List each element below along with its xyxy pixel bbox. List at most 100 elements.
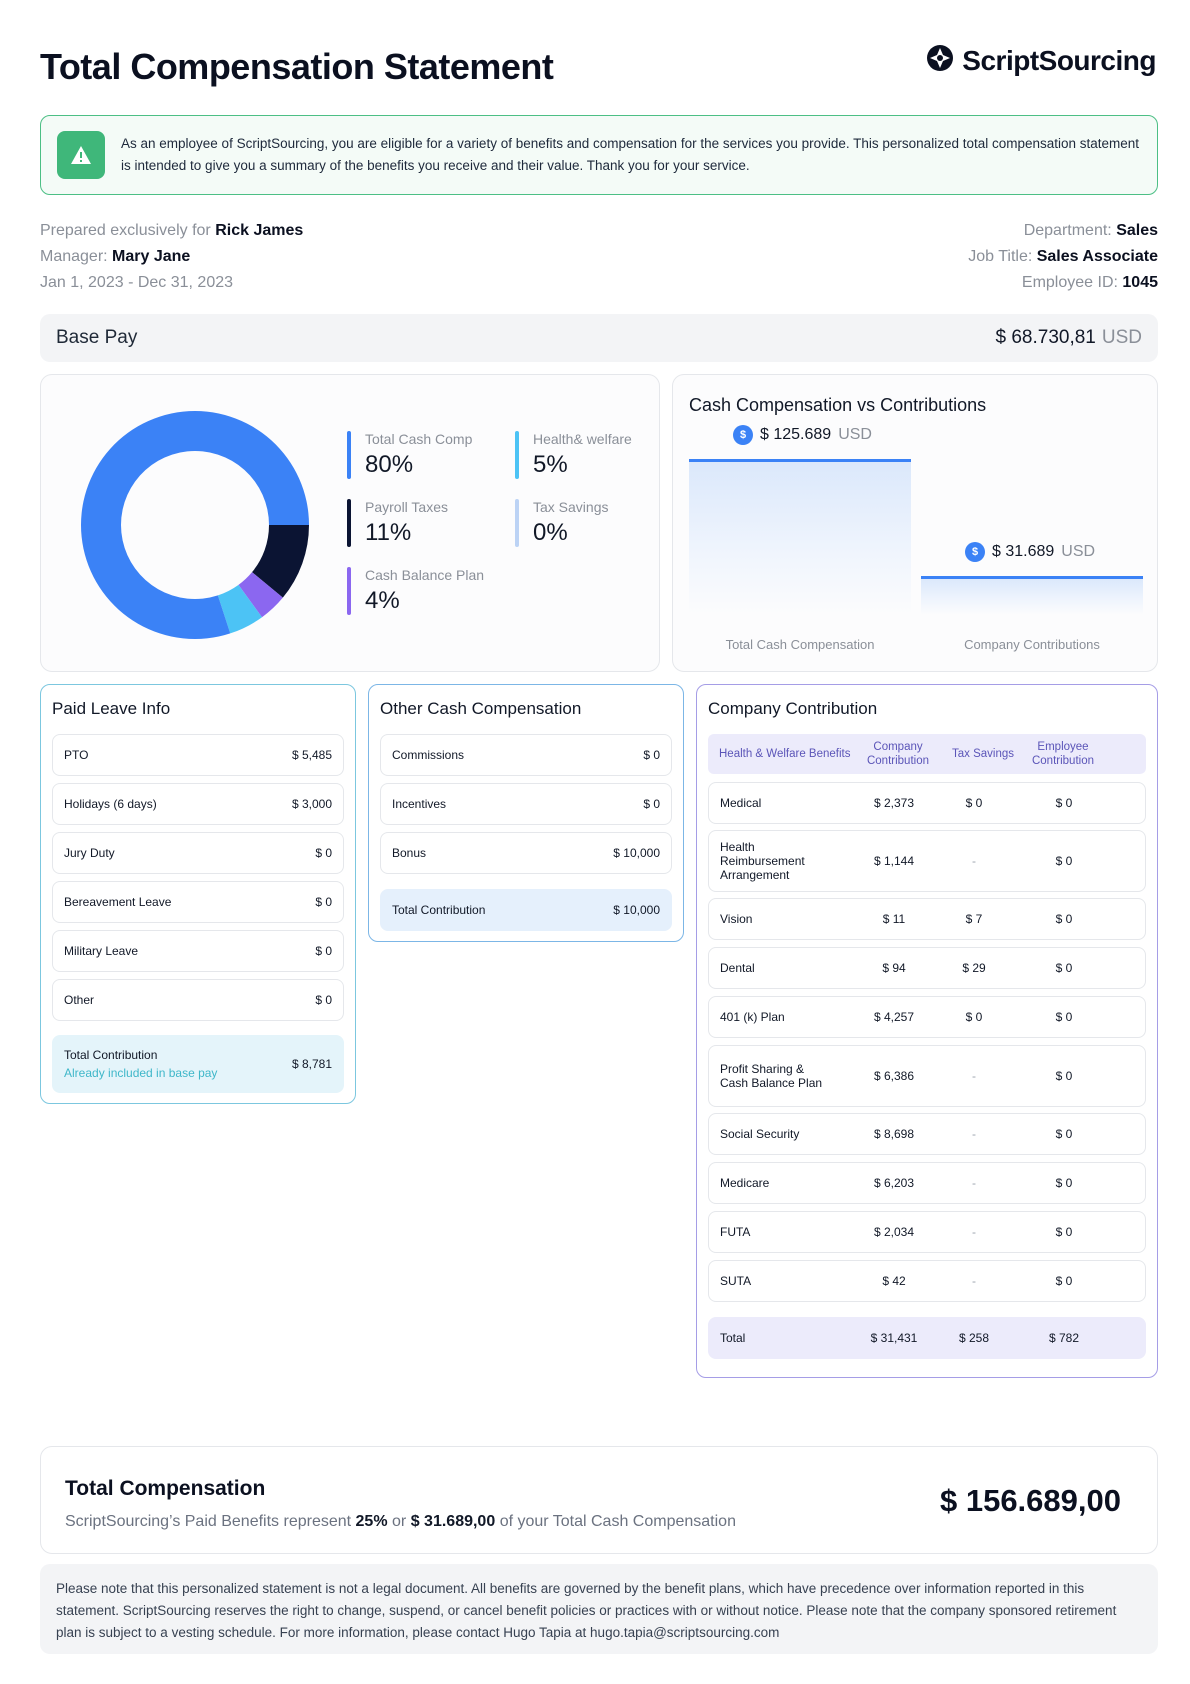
table-row: Bonus $ 10,000 <box>380 832 672 874</box>
total-label: Total Contribution <box>64 1048 158 1062</box>
legend-label: Payroll Taxes <box>365 499 449 515</box>
column-header: Employee Contribution <box>1031 741 1094 767</box>
row-value: $ 5,485 <box>291 748 332 762</box>
company-contribution-value: $ 6,386 <box>873 1069 915 1083</box>
legend-swatch <box>515 431 519 479</box>
tax-savings-total: $ 258 <box>958 1331 990 1345</box>
legend-value: 5% <box>533 451 568 478</box>
bar-value-label: $ $ 31.689 USD <box>965 542 1095 562</box>
employee-contribution-value: $ 0 <box>1055 1069 1073 1083</box>
tax-savings-value: - <box>972 1274 976 1288</box>
notice-text: As an employee of ScriptSourcing, you ar… <box>121 136 1140 173</box>
other-cash-card: Other Cash Compensation Commissions $ 0 I… <box>368 684 684 942</box>
legend-value: 11% <box>365 519 412 546</box>
total-label-group: Total Contribution Already included in ba… <box>64 1048 217 1080</box>
employee-contribution-value: $ 0 <box>1055 1225 1073 1239</box>
warning-icon <box>57 131 105 179</box>
tax-savings-value: - <box>972 1225 976 1239</box>
bar-value-currency: USD <box>838 426 872 443</box>
base-pay-amount: $ 68.730,81 <box>995 327 1096 348</box>
total-note: Already included in base pay <box>64 1066 218 1080</box>
base-pay-currency: USD <box>1101 327 1142 348</box>
contribution-total-row: Total $ 31,431 $ 258 $ 782 <box>708 1317 1146 1359</box>
row-value: $ 0 <box>315 993 332 1007</box>
table-row: Profit Sharing & Cash Balance Plan $ 6,3… <box>708 1045 1146 1107</box>
cash-vs-contributions-card: Cash Compensation vs Contributions $ $ 12… <box>672 374 1158 672</box>
total-compensation-title: Total Compensation <box>65 1477 266 1500</box>
paid-leave-title: Paid Leave Info <box>52 699 171 718</box>
legend-label: Tax Savings <box>533 499 609 515</box>
company-contribution-total: $ 31,431 <box>870 1331 918 1345</box>
company-contribution-value: $ 2,373 <box>873 796 915 810</box>
manager-label: Manager: <box>40 248 108 265</box>
summary-or: or <box>392 1513 407 1530</box>
legend-swatch <box>347 431 351 479</box>
table-row: Dental $ 94 $ 29 $ 0 <box>708 947 1146 989</box>
legend-label: Health& welfare <box>533 431 632 447</box>
total-value: $ 8,781 <box>291 1057 332 1071</box>
employee-contribution-value: $ 0 <box>1055 854 1073 868</box>
table-row: Military Leave $ 0 <box>52 930 344 972</box>
x-tick-label: Company Contributions <box>964 637 1100 652</box>
table-row: Medicare $ 6,203 - $ 0 <box>708 1162 1146 1204</box>
bar-value-currency: USD <box>1061 543 1096 560</box>
table-row: SUTA $ 42 - $ 0 <box>708 1260 1146 1302</box>
scriptsourcing-logo-icon <box>926 44 954 77</box>
employee-id-value: 1045 <box>1122 274 1158 291</box>
eligibility-notice: As an employee of ScriptSourcing, you ar… <box>40 115 1158 195</box>
legend-swatch <box>347 567 351 615</box>
table-row: Social Security $ 8,698 - $ 0 <box>708 1113 1146 1155</box>
donut-slice-total-cash-comp <box>81 411 309 639</box>
table-row: Other $ 0 <box>52 979 344 1021</box>
x-tick-label: Total Cash Compensation <box>725 637 875 652</box>
summary-suffix: of your Total Cash Compensation <box>499 1513 736 1530</box>
table-row: Vision $ 11 $ 7 $ 0 <box>708 898 1146 940</box>
company-contribution-value: $ 1,144 <box>873 854 915 868</box>
benefit-name: FUTA <box>720 1225 751 1239</box>
base-pay-label: Base Pay <box>56 327 138 348</box>
other-cash-total-row: Total Contribution $ 10,000 <box>380 889 672 931</box>
table-row: FUTA $ 2,034 - $ 0 <box>708 1211 1146 1253</box>
benefits-amount: $ 31.689,00 <box>410 1513 496 1530</box>
benefit-name: 401 (k) Plan <box>720 1010 785 1024</box>
row-label: Bonus <box>392 846 427 860</box>
base-pay-bar: Base Pay $ 68.730,81 USD <box>40 314 1158 362</box>
legend-value: 4% <box>365 587 400 614</box>
benefit-name: SUTA <box>720 1274 752 1288</box>
tax-savings-value: $ 0 <box>965 796 983 810</box>
base-pay-value: $ 68.730,81 USD <box>996 327 1143 349</box>
page-title: Total Compensation Statement <box>40 46 554 87</box>
row-label: Holidays (6 days) <box>64 797 157 811</box>
legend-swatch <box>515 499 519 547</box>
column-header: Health & Welfare Benefits <box>719 748 851 760</box>
contribution-table-header: Health & Welfare Benefits Company Contri… <box>708 734 1146 774</box>
total-value: $ 10,000 <box>613 903 660 917</box>
logo-text: ScriptSourcing <box>962 44 1156 76</box>
bar-company-contributions <box>921 576 1143 615</box>
row-value: $ 0 <box>315 846 332 860</box>
benefit-name: Vision <box>720 912 753 926</box>
legal-footnote: Please note that this personalized state… <box>40 1564 1158 1654</box>
row-label: Jury Duty <box>64 846 115 860</box>
department-label: Department: <box>1023 222 1112 239</box>
chart-title: Cash Compensation vs Contributions <box>689 395 987 415</box>
prepared-label: Prepared exclusively for <box>40 222 211 239</box>
company-contribution-value: $ 94 <box>882 961 906 975</box>
company-contribution-value: $ 8,698 <box>873 1127 915 1141</box>
total-label: Total Contribution <box>392 903 486 917</box>
benefit-name: Profit Sharing & Cash Balance Plan <box>720 1062 823 1090</box>
employee-contribution-total: $ 782 <box>1048 1331 1080 1345</box>
column-header: Company Contribution <box>866 741 929 767</box>
row-label: Military Leave <box>64 944 139 958</box>
bar-value-amount: $ 31.689 <box>992 543 1055 560</box>
benefits-percent: 25% <box>355 1513 388 1530</box>
tax-savings-value: - <box>972 854 976 868</box>
legend-label: Total Cash Comp <box>365 431 473 447</box>
donut-slice-cash-balance-plan <box>238 572 283 618</box>
total-compensation-card: Total Compensation ScriptSourcing’s Paid… <box>40 1446 1158 1554</box>
benefit-name: Health Reimbursement Arrangement <box>720 840 805 882</box>
benefit-name: Medicare <box>720 1176 770 1190</box>
donut-slice-payroll-taxes <box>252 525 309 598</box>
employee-contribution-value: $ 0 <box>1055 1176 1073 1190</box>
